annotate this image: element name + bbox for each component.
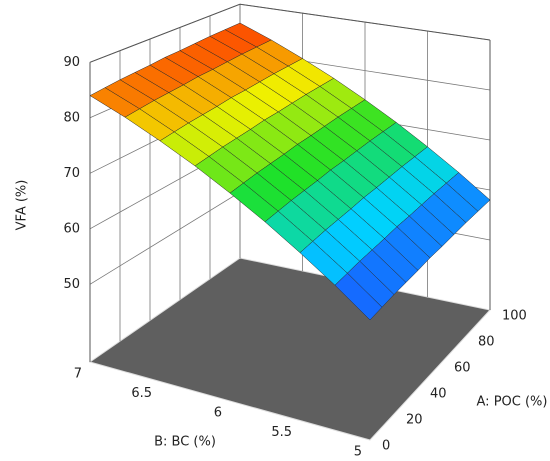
x-axis-title: A: POC (%) — [477, 395, 548, 410]
x-tick-label: 60 — [454, 361, 471, 376]
x-tick-label: 100 — [502, 309, 527, 324]
y-axis-title: B: BC (%) — [154, 435, 216, 450]
y-tick-label: 5.5 — [271, 425, 292, 440]
box-edge — [239, 3, 491, 41]
box-edge — [89, 3, 241, 63]
x-tick-label: 80 — [478, 335, 495, 350]
z-tick-label: 60 — [63, 221, 80, 236]
y-tick-label: 5 — [354, 445, 362, 460]
z-tick-label: 80 — [63, 110, 80, 125]
surface-cell — [334, 272, 383, 321]
x-tick-label: 20 — [406, 413, 423, 428]
x-tick-label: 0 — [382, 439, 390, 454]
z-tick-label: 70 — [63, 166, 80, 181]
z-tick-label: 90 — [63, 55, 80, 70]
y-tick-label: 7 — [74, 367, 82, 382]
y-tick-label: 6.5 — [131, 386, 152, 401]
y-tick-label: 6 — [214, 406, 222, 421]
z-axis-title: VFA (%) — [15, 180, 30, 231]
z-tick-label: 50 — [63, 277, 80, 292]
x-tick-label: 40 — [430, 387, 447, 402]
